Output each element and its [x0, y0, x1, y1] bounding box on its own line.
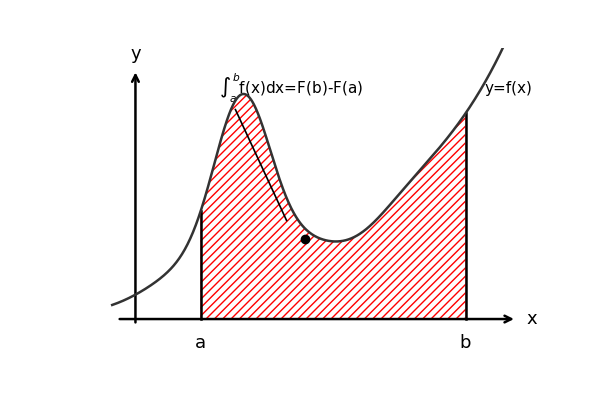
Text: y=f(x): y=f(x) [484, 80, 532, 96]
Text: x: x [526, 310, 536, 328]
Text: y: y [130, 45, 141, 63]
Text: $\int_a^b$f(x)dx=F(b)-F(a): $\int_a^b$f(x)dx=F(b)-F(a) [219, 71, 364, 105]
Text: b: b [460, 334, 472, 352]
Text: a: a [195, 334, 206, 352]
